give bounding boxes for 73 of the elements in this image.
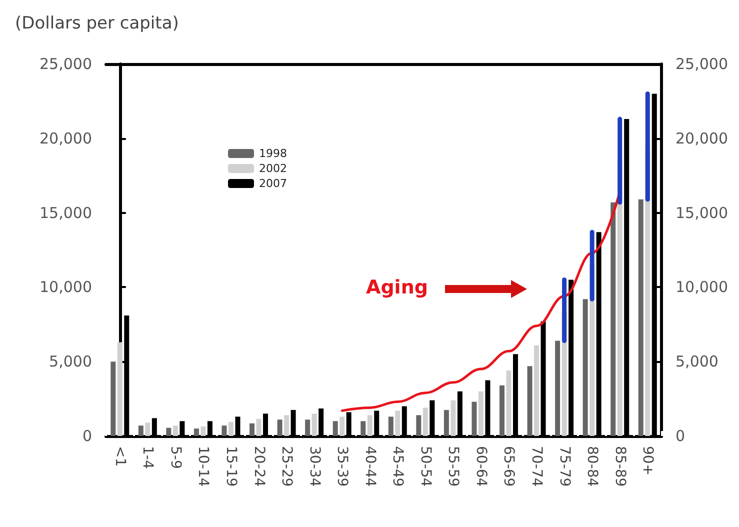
y-tick-label: 0: [82, 427, 92, 445]
bar: [534, 345, 540, 436]
bar: [145, 422, 150, 436]
x-tick-label: 20-24: [250, 446, 267, 487]
x-tick-label: 5-9: [167, 446, 184, 469]
y-tick-label: 15,000: [40, 204, 92, 222]
x-tick-label: 65-69: [500, 446, 517, 487]
bar: [228, 422, 234, 436]
annotation: Aging: [366, 276, 428, 298]
x-tick-label: 50-54: [417, 446, 434, 487]
y2-tick-label: 20,000: [676, 129, 728, 148]
x-tick-label: 25-29: [278, 446, 295, 487]
legend-label: 1998: [259, 147, 287, 160]
y2-tick-label: 5,000: [676, 352, 718, 371]
bar: [638, 199, 644, 436]
y-axis-title: (Dollars per capita): [15, 14, 179, 34]
bar: [305, 420, 310, 436]
bar: [555, 340, 560, 436]
bar: [222, 426, 227, 436]
bar: [117, 342, 122, 436]
legend-label: 2007: [259, 177, 287, 190]
bar: [284, 415, 290, 436]
bar: [444, 410, 449, 436]
bar: [472, 402, 477, 436]
x-tick-label: 75-79: [556, 446, 572, 487]
bar: [312, 414, 317, 436]
x-tick-label: 15-19: [222, 446, 239, 487]
bar: [277, 420, 282, 436]
x-tick-label: 85-89: [612, 446, 628, 487]
bar: [527, 366, 532, 436]
x-tick-label: 1-4: [140, 446, 156, 469]
y2-tick-label: 0: [676, 427, 686, 445]
bar: [388, 416, 394, 436]
x-tick-label: 40-44: [362, 446, 378, 487]
bar: [422, 408, 428, 436]
bar: [582, 299, 588, 436]
x-tick-label: 10-14: [195, 446, 212, 487]
y-tick-label: 5,000: [49, 352, 92, 371]
y-tick-label: 25,000: [40, 55, 92, 73]
bar: [395, 410, 400, 436]
bar: [110, 362, 116, 436]
x-tick-label: 55-59: [445, 446, 462, 487]
x-tick-label: 30-34: [306, 446, 322, 487]
bar: [138, 426, 144, 436]
bar: [367, 415, 372, 436]
bar: [360, 421, 366, 436]
legend-label: 2002: [259, 162, 287, 175]
bar: [172, 426, 178, 436]
x-tick-label: <1: [112, 446, 128, 467]
bar: [194, 428, 199, 436]
x-tick-label: 45-49: [390, 446, 406, 487]
bar: [478, 391, 484, 436]
bar: [340, 416, 345, 436]
x-tick-label: 70-74: [528, 446, 545, 487]
bar: [506, 370, 512, 436]
bar: [332, 421, 338, 436]
y-tick-label: 10,000: [40, 278, 92, 296]
bar: [500, 385, 504, 436]
bar: [610, 202, 616, 436]
x-tick-label: 80-84: [584, 446, 600, 487]
bar: [450, 400, 456, 436]
y-tick-label: 20,000: [40, 129, 92, 148]
x-tick-label: 60-64: [472, 446, 489, 487]
bar: [200, 426, 206, 436]
x-tick-label: 90+: [640, 446, 656, 476]
bar: [256, 418, 262, 436]
y2-tick-label: 15,000: [676, 204, 728, 222]
bar: [166, 428, 172, 436]
x-tick-label: 35-39: [334, 446, 350, 487]
bar: [416, 415, 422, 436]
bar: [250, 423, 255, 436]
y2-tick-label: 25,000: [676, 55, 728, 73]
y2-tick-label: 10,000: [676, 278, 728, 296]
